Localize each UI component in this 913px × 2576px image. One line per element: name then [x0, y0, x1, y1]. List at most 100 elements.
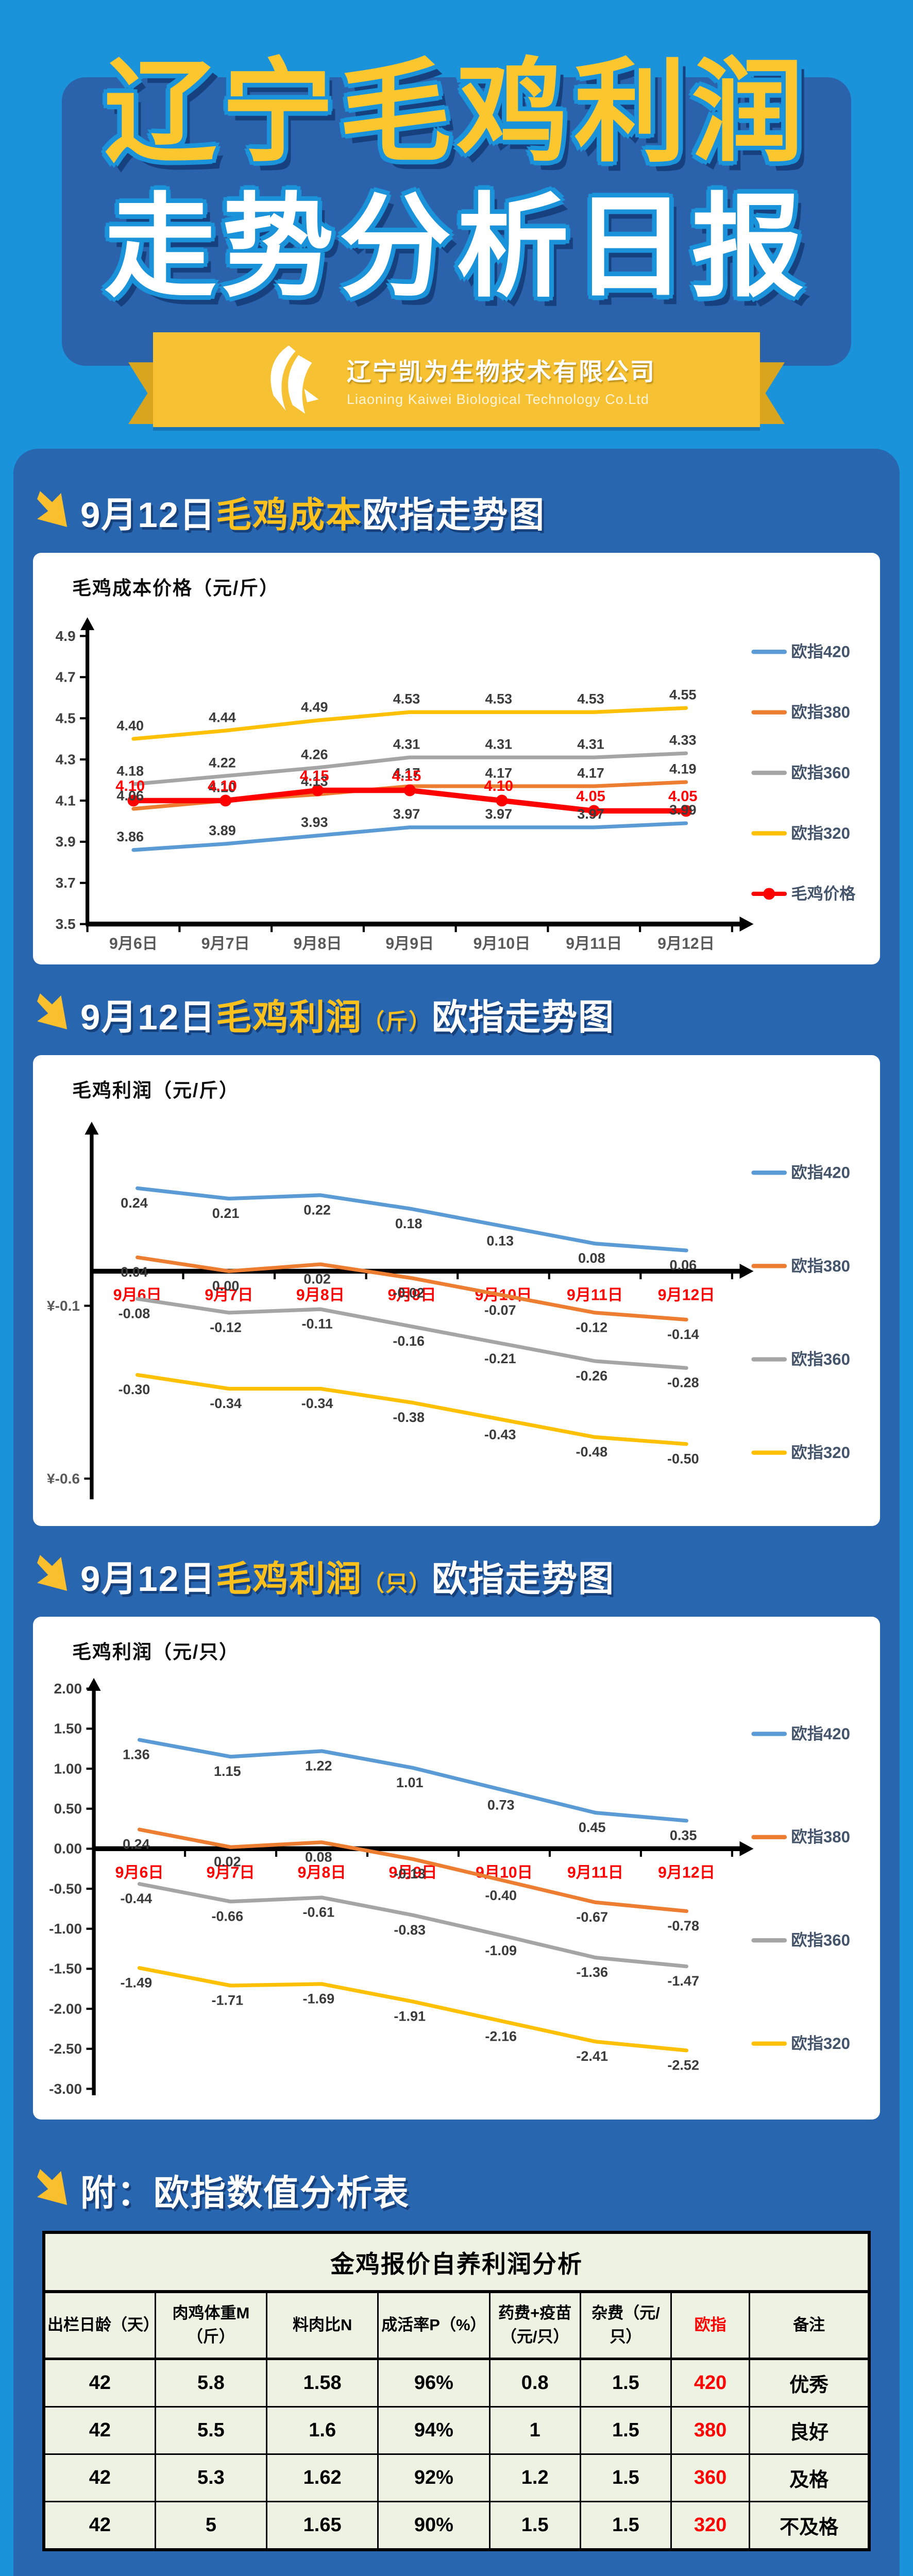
company-banner: 辽宁凯为生物技术有限公司 Liaoning Kaiwei Biological …	[153, 332, 760, 428]
data-label: 0.24	[121, 1195, 148, 1211]
company-ribbon: 辽宁凯为生物技术有限公司 Liaoning Kaiwei Biological …	[128, 332, 785, 433]
data-label: -0.50	[667, 1451, 699, 1467]
data-label: 4.05	[576, 788, 605, 805]
data-label: -0.30	[119, 1382, 150, 1397]
data-label: 1.22	[305, 1758, 332, 1773]
section-date: 9月12日	[80, 997, 216, 1038]
data-label: 4.55	[669, 687, 697, 703]
legend-label: 毛鸡价格	[791, 885, 856, 903]
data-label: 0.08	[305, 1849, 332, 1865]
data-label: -0.08	[119, 1306, 150, 1321]
data-label: -0.40	[485, 1888, 517, 1903]
series-marker	[403, 784, 416, 796]
section-title-profit-jin: 9月12日毛鸡利润（斤）欧指走势图	[37, 988, 876, 1040]
section-date: 9月12日	[80, 1558, 216, 1599]
data-label: -0.02	[393, 1285, 425, 1301]
table-row: 42 5.5 1.6 94% 1 1.5 380 良好	[43, 2405, 870, 2455]
data-label: 3.97	[393, 806, 420, 822]
data-label: 4.53	[485, 691, 512, 707]
x-category-label: 9月8日	[294, 936, 342, 953]
series-marker	[496, 794, 508, 807]
x-category-label: 9月12日	[657, 936, 715, 953]
arrow-down-right-icon	[37, 1554, 69, 1593]
data-label: -0.43	[484, 1427, 516, 1443]
legend-label: 欧指360	[791, 764, 850, 782]
table-cell: 320	[670, 2500, 751, 2551]
table-cell: 良好	[749, 2405, 870, 2455]
series-marker	[312, 784, 324, 796]
y-tick-label: 4.7	[56, 669, 76, 685]
table-cell: 5.3	[154, 2453, 268, 2502]
data-label: 4.17	[485, 766, 512, 781]
data-label: 0.18	[395, 1216, 422, 1231]
table-cell: 1.6	[266, 2405, 379, 2455]
series-marker	[127, 794, 140, 807]
table-cell: 42	[43, 2405, 156, 2455]
y-tick-label: -2.50	[49, 2041, 82, 2057]
data-label: -0.34	[210, 1396, 242, 1411]
x-axis-arrow	[739, 1264, 754, 1279]
data-label: -0.67	[576, 1909, 608, 1925]
section-unit: （只）	[362, 1571, 432, 1596]
section-title-cost: 9月12日毛鸡成本欧指走势图	[37, 486, 876, 537]
data-label: -0.14	[667, 1327, 699, 1342]
x-category-label: 9月8日	[298, 1864, 346, 1881]
table-cell: 1.5	[579, 2358, 672, 2408]
data-label: 4.53	[393, 691, 420, 707]
cost-chart-svg: 3.5 3.7 3.9 4.1 4.3 4.5 4.7 4.9 9月6日 9月7日 9月8日 9月9日…	[56, 617, 856, 953]
table-cell: 优秀	[749, 2358, 870, 2408]
arrow-down-right-icon	[37, 2168, 69, 2207]
section-title-text: 9月12日毛鸡成本欧指走势图	[80, 486, 545, 537]
data-label: 0.02	[303, 1272, 331, 1287]
column-header: 成活率P（%）	[377, 2291, 491, 2360]
series-line-欧指420	[131, 821, 688, 852]
series-line-欧指320	[136, 1373, 688, 1446]
table-cell: 420	[670, 2358, 751, 2408]
data-label: 1.36	[123, 1747, 150, 1762]
legend-label: 欧指420	[791, 1725, 850, 1743]
y-tick-label: 4.1	[56, 793, 76, 809]
legend-label: 欧指360	[791, 1931, 850, 1949]
x-category-label: 9月6日	[115, 1864, 164, 1881]
legend-label: 欧指360	[791, 1350, 850, 1368]
x-category-label: 9月7日	[207, 1864, 255, 1881]
series-line-欧指320	[131, 706, 688, 741]
table-cell: 92%	[377, 2453, 491, 2502]
section-date: 9月12日	[80, 495, 216, 535]
x-category-label: 9月6日	[109, 936, 158, 953]
data-label: -2.52	[667, 2057, 699, 2073]
x-category-label: 9月9日	[387, 1287, 436, 1304]
data-label: 3.97	[485, 806, 512, 822]
table-cell: 94%	[377, 2405, 491, 2455]
table-cell: 1.5	[579, 2500, 672, 2551]
analysis-table-body: 金鸡报价自养利润分析 出栏日龄（天） 肉鸡体重M（斤） 料肉比N 成活率P（%） 药费+疫…	[43, 2231, 870, 2551]
series-line-欧指360	[136, 1297, 688, 1370]
data-label: -1.91	[394, 2008, 426, 2024]
series-line-欧指320	[137, 1966, 689, 2053]
data-label: 4.18	[116, 764, 144, 779]
y-tick-label: 3.7	[56, 875, 76, 891]
data-label: 4.33	[669, 733, 697, 748]
data-label: -0.12	[210, 1320, 242, 1335]
data-label: 0.02	[214, 1854, 241, 1870]
data-label: 3.99	[669, 802, 697, 818]
section-title-text: 9月12日毛鸡利润（斤）欧指走势图	[80, 988, 615, 1040]
cost-chart-panel: 毛鸡成本价格（元/斤） 3.5 3.7 3.9 4.1 4.3 4.5 4.7 4.9 9月6日…	[33, 553, 880, 965]
chart-title: 毛鸡成本价格（元/斤）	[72, 578, 280, 599]
x-category-label: 9月7日	[205, 1287, 253, 1304]
series-marker	[680, 805, 692, 817]
data-label: -0.48	[576, 1444, 607, 1460]
table-row: 42 5 1.65 90% 1.5 1.5 320 不及格	[43, 2500, 870, 2551]
y-tick-label: 4.5	[56, 710, 76, 726]
series-line-欧指420	[136, 1187, 688, 1253]
data-label: 3.97	[577, 806, 604, 822]
series-line-欧指360	[137, 1882, 689, 1969]
arrow-down-right-icon	[37, 992, 69, 1031]
x-category-label: 9月8日	[296, 1287, 345, 1304]
data-label: -2.16	[485, 2028, 517, 2044]
column-header: 肉鸡体重M（斤）	[154, 2291, 268, 2360]
section-highlight: 毛鸡利润	[216, 997, 363, 1038]
data-label: -0.21	[484, 1351, 516, 1366]
legend-label: 欧指380	[791, 1257, 850, 1275]
